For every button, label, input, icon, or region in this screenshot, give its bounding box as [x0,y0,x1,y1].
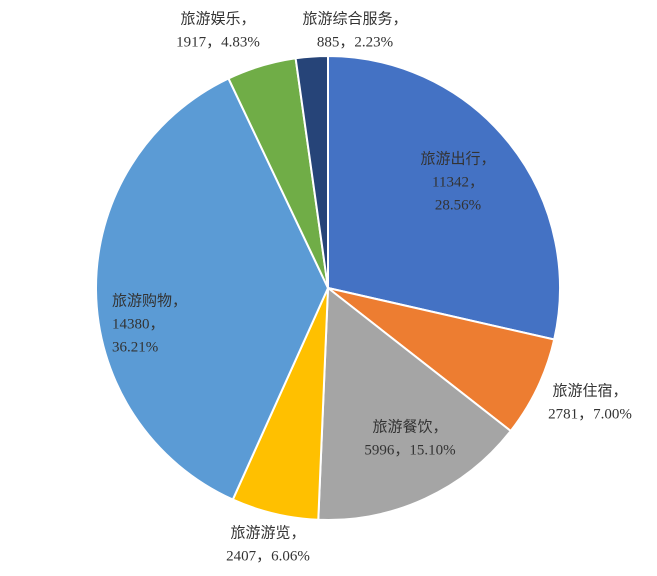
slice-label: 旅游娱乐， [180,10,255,27]
slice-label: 旅游综合服务， [302,10,407,27]
slice-label: 旅游购物， [112,292,187,309]
slice-value-label: 36.21% [112,339,158,355]
pie-slice [327,287,556,433]
slice-label: 旅游出行， [420,150,495,167]
pie-slice [317,286,513,521]
slice-value-label: 28.56% [435,197,481,213]
slice-value-label: 5996，15.10% [364,442,455,458]
slice-value-label: 11342， [432,174,484,190]
slice-value-label: 885，2.23% [317,34,393,50]
slice-value-label: 2781，7.00% [548,406,632,422]
pie-slice [327,54,561,341]
slice-label: 旅游游览， [230,524,305,541]
slice-label: 旅游餐饮， [372,418,447,435]
slice-value-label: 1917，4.83% [176,34,260,50]
slice-value-label: 14380， [112,316,165,332]
pie-slice [95,77,330,501]
slice-label: 旅游住宿， [552,382,627,399]
slice-value-label: 2407，6.06% [226,548,310,564]
pie-slice [294,54,329,289]
